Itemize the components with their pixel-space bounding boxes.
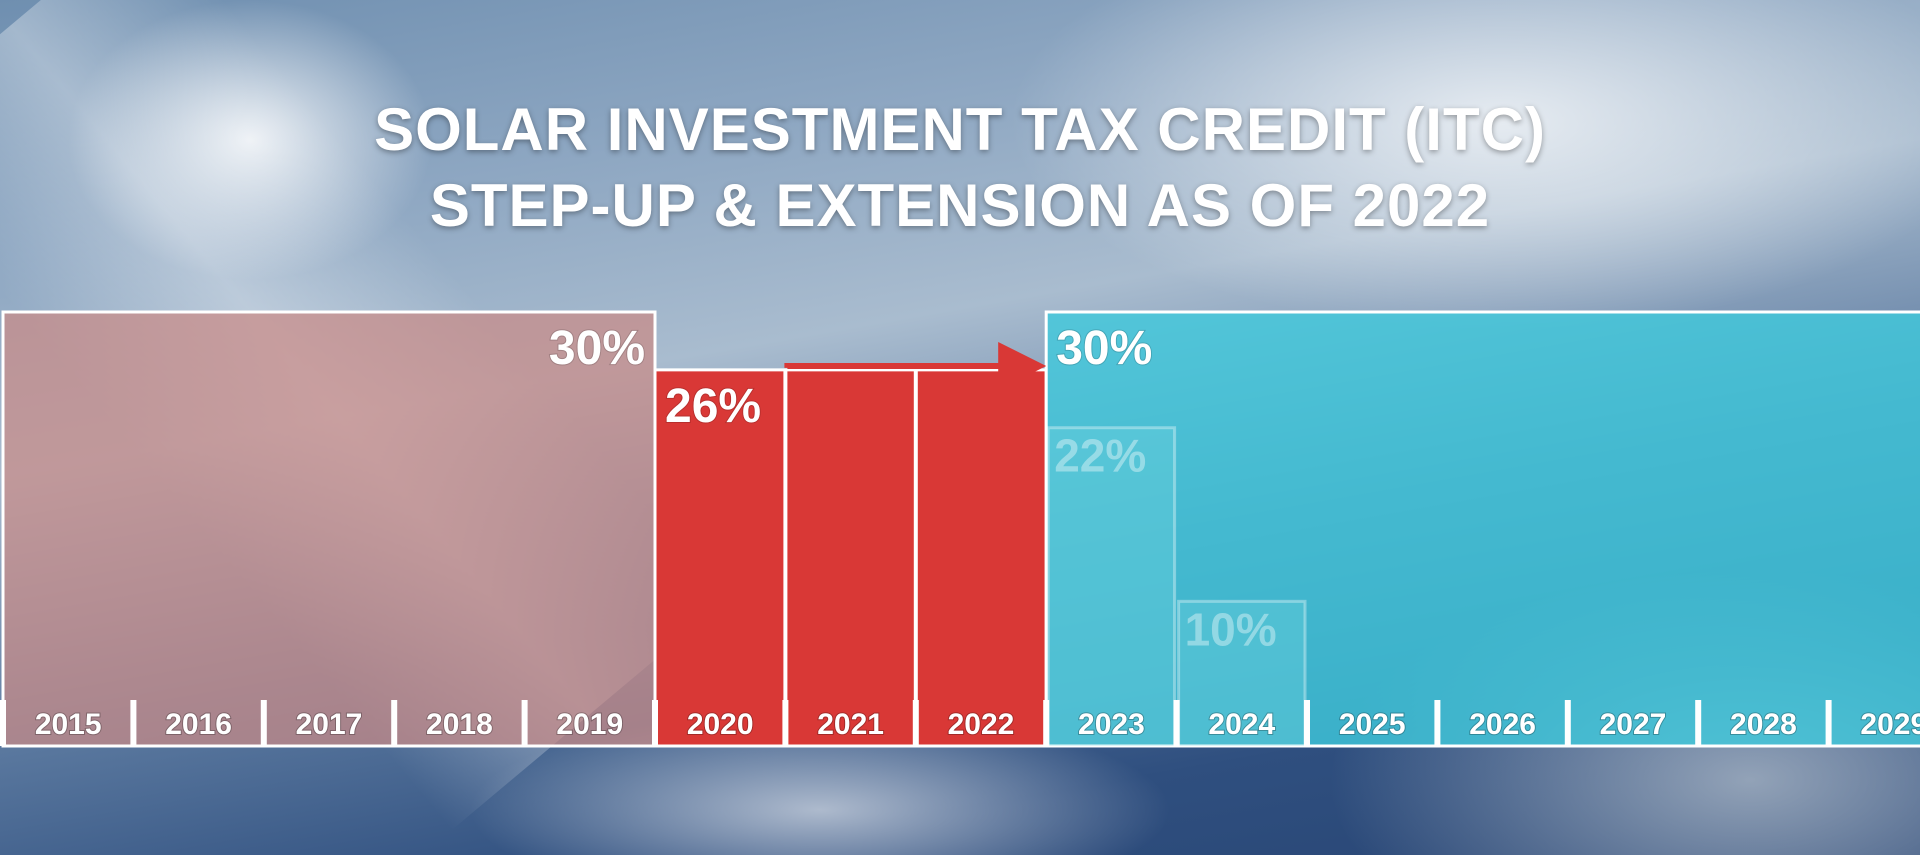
axis-tick-2022 [912,700,919,746]
title-line-1: SOLAR INVESTMENT TAX CREDIT (ITC) [374,96,1546,163]
axis-tick-2023 [1043,700,1050,746]
year-label-2024: 2024 [1208,708,1275,741]
axis-tick-2018 [391,700,398,746]
year-label-2020: 2020 [687,708,754,741]
axis-tick-2015 [0,700,6,746]
year-label-2021: 2021 [817,708,884,741]
year-label-2015: 2015 [35,708,102,741]
segment-bar-2020-2022 [653,368,1048,748]
title-line-2: STEP-UP & EXTENSION AS OF 2022 [429,172,1491,239]
year-label-2027: 2027 [1600,708,1667,741]
axis-tick-2025 [1304,700,1310,746]
segment-value-label-2020-2022: 26% [665,380,761,433]
year-label-2026: 2026 [1469,708,1536,741]
segment-bar-2015-2019 [1,310,657,748]
axis-tick-2019 [521,700,528,746]
year-label-2018: 2018 [426,708,493,741]
year-label-2016: 2016 [165,708,232,741]
segment-value-label-2015-2019: 30% [549,322,645,375]
axis-tick-2028 [1695,700,1702,746]
axis-tick-2026 [1434,700,1441,746]
previous-schedule-label-2024: 10% [1185,603,1277,655]
segment-bar-2023-2029 [1044,310,1920,748]
previous-schedule-bar-2024 [1177,599,1307,748]
year-label-2019: 2019 [556,708,623,741]
year-label-2023: 2023 [1078,708,1145,741]
axis-tick-2027 [1564,700,1571,746]
axis-tick-2016 [130,700,137,746]
segment-value-label-2023-2029: 30% [1056,322,1152,375]
step-up-arrow [784,342,1047,390]
previous-schedule-label-2023: 22% [1054,430,1146,482]
chart-title: SOLAR INVESTMENT TAX CREDIT (ITC) STEP-U… [0,92,1920,244]
axis-tick-2029 [1825,700,1832,746]
axis-tick-2021 [782,700,789,746]
previous-schedule-bar-2023 [1046,426,1177,748]
axis-tick-2024 [1173,700,1180,746]
axis-tick-2020 [652,700,658,746]
year-label-2029: 2029 [1860,708,1920,741]
year-label-2022: 2022 [948,708,1015,741]
axis-tick-2017 [260,700,267,746]
year-label-2025: 2025 [1339,708,1406,741]
year-label-2017: 2017 [296,708,363,741]
year-label-2028: 2028 [1730,708,1797,741]
